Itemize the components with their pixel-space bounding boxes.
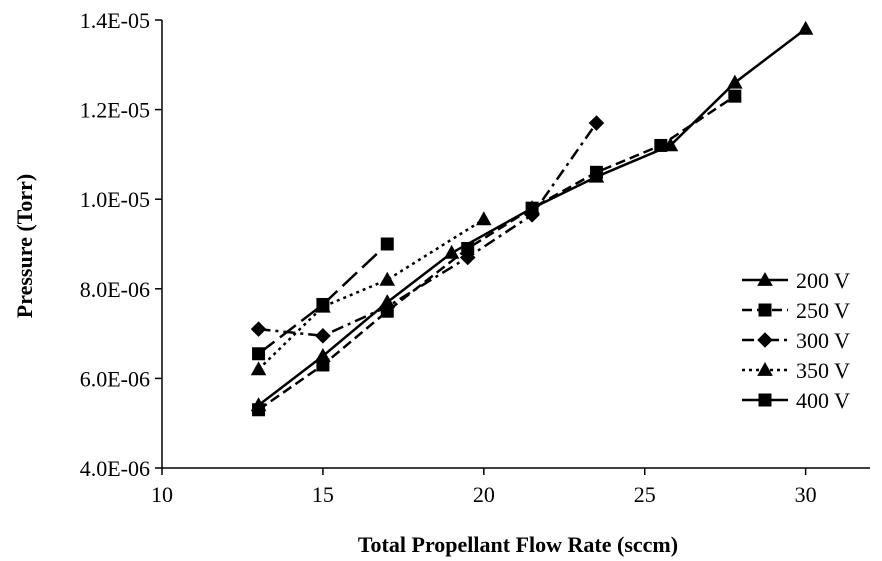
- legend-item-200-v: 200 V: [742, 268, 850, 293]
- data-point-400-v: [380, 237, 394, 251]
- data-point-400-v: [316, 297, 330, 311]
- data-point-350-v: [476, 211, 492, 226]
- x-tick-label: 30: [795, 482, 817, 507]
- data-point-300-v: [250, 321, 267, 337]
- y-tick-label: 6.0E-06: [80, 366, 150, 391]
- series-line-300-v: [258, 122, 598, 338]
- data-point-350-v: [250, 361, 267, 376]
- y-tick-label: 1.0E-05: [80, 187, 150, 212]
- legend-label: 350 V: [796, 358, 850, 383]
- data-point-200-v: [315, 347, 331, 362]
- legend: 200 V 250 V 300 V 350 V 400 V: [742, 268, 850, 413]
- series-250-v: [252, 89, 742, 417]
- series-400-v: [252, 237, 394, 361]
- legend-label: 300 V: [796, 328, 850, 353]
- legend-swatch-marker: [758, 393, 772, 407]
- data-point-250-v: [589, 165, 603, 179]
- series-line-250-v: [257, 95, 736, 411]
- legend-item-300-v: 300 V: [742, 328, 850, 353]
- legend-item-250-v: 250 V: [742, 298, 850, 323]
- y-tick-label: 1.2E-05: [80, 98, 150, 123]
- data-point-200-v: [797, 20, 814, 35]
- data-point-400-v: [252, 347, 266, 361]
- y-tick-label: 8.0E-06: [80, 277, 150, 302]
- data-point-250-v: [252, 403, 266, 417]
- legend-label: 400 V: [796, 388, 850, 413]
- data-point-300-v: [315, 328, 331, 344]
- data-point-300-v: [459, 249, 476, 266]
- legend-label: 200 V: [796, 268, 850, 293]
- data-point-300-v: [524, 207, 540, 223]
- data-point-200-v: [443, 244, 460, 259]
- x-tick-label: 10: [151, 482, 173, 507]
- data-point-200-v: [727, 74, 743, 89]
- axes-group: 4.0E-06 6.0E-06 8.0E-06 1.0E-05 1.2E-05 1.4E-…: [80, 8, 870, 507]
- data-point-350-v: [379, 271, 396, 286]
- legend-swatch-marker: [757, 361, 773, 376]
- data-point-300-v: [379, 298, 396, 315]
- series-300-v: [250, 115, 605, 344]
- legend-item-350-v: 350 V: [742, 358, 850, 383]
- legend-swatch-marker: [758, 303, 772, 317]
- legend-swatch-marker: [757, 271, 773, 286]
- y-tick-label: 4.0E-06: [80, 456, 150, 481]
- data-point-300-v: [588, 115, 605, 131]
- series-350-v: [250, 211, 492, 376]
- x-tick-label: 15: [312, 482, 334, 507]
- series-line-350-v: [257, 218, 485, 371]
- y-tick-label: 1.4E-05: [80, 8, 150, 33]
- data-point-250-v: [728, 89, 742, 103]
- legend-label: 250 V: [796, 298, 850, 323]
- legend-swatch-marker: [757, 332, 773, 348]
- x-tick-label: 20: [473, 482, 495, 507]
- x-axis-title: Total Propellant Flow Rate (sccm): [358, 532, 678, 557]
- data-point-250-v: [316, 358, 330, 372]
- y-axis-title: Pressure (Torr): [12, 174, 37, 318]
- data-point-250-v: [654, 138, 668, 152]
- legend-item-400-v: 400 V: [742, 388, 850, 413]
- x-tick-label: 25: [634, 482, 656, 507]
- series-group: [250, 20, 814, 417]
- data-point-250-v: [461, 241, 475, 255]
